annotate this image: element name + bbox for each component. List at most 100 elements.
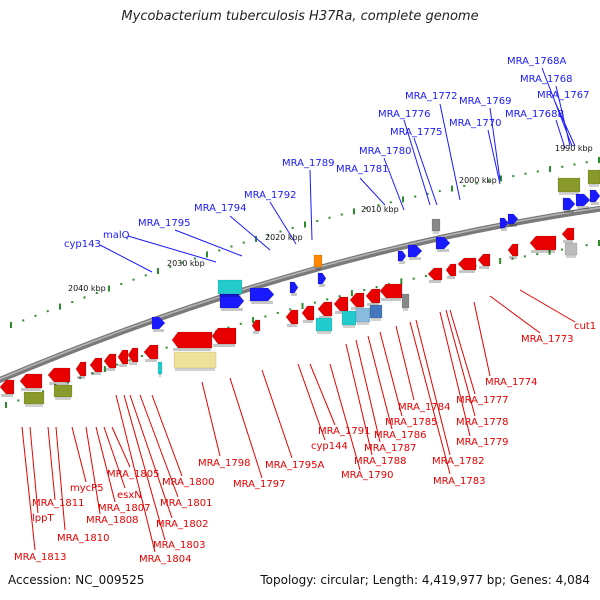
leader-lines xyxy=(21,67,576,553)
gene-label[interactable]: cyp143 xyxy=(64,239,101,250)
gene-label[interactable]: MRA_1795 xyxy=(138,218,190,229)
gene-label[interactable]: MRA_1813 xyxy=(14,552,66,563)
gene-label[interactable]: MRA_1808 xyxy=(86,515,138,526)
gene-label[interactable]: MRA_1785 xyxy=(385,417,437,428)
gene-label[interactable]: MRA_1803 xyxy=(153,540,205,551)
track-tick xyxy=(375,286,378,289)
leader-line xyxy=(139,394,179,498)
gene-label[interactable]: malQ xyxy=(103,230,130,241)
track-tick xyxy=(438,190,441,193)
gene-label[interactable]: MRA_1781 xyxy=(336,164,388,175)
gene-label[interactable]: MRA_1800 xyxy=(162,477,214,488)
leader-line xyxy=(85,426,101,515)
gene-label[interactable]: MRA_1777 xyxy=(456,395,508,406)
gene-label[interactable]: MRA_1795A xyxy=(265,460,324,471)
gene-label[interactable]: MRA_1768B xyxy=(505,109,564,120)
track-tick xyxy=(227,326,230,329)
gene-label[interactable]: MRA_1772 xyxy=(405,91,457,102)
gene-label[interactable]: MRA_1797 xyxy=(233,479,285,490)
feature-block xyxy=(341,310,357,326)
leader-line xyxy=(71,426,87,483)
track-tick xyxy=(414,195,417,198)
gene-feature xyxy=(589,189,600,203)
gene-label[interactable]: MRA_1767 xyxy=(537,90,589,101)
gene-label[interactable]: MRA_1801 xyxy=(160,498,212,509)
gene-label[interactable]: MRA_1769 xyxy=(459,96,511,107)
gene-label[interactable]: MRA_1805 xyxy=(107,469,159,480)
gene-label[interactable]: MRA_1798 xyxy=(198,458,250,469)
leader-line xyxy=(103,426,126,489)
feature-block xyxy=(53,384,73,398)
gene-label[interactable]: MRA_1811 xyxy=(32,498,84,509)
gene-label[interactable]: MRA_1783 xyxy=(433,476,485,487)
track-tick xyxy=(140,355,143,358)
gene-label[interactable]: esxN xyxy=(117,490,142,501)
gene-label[interactable]: mycP5 xyxy=(70,483,104,494)
gene-feature-shadow xyxy=(153,329,164,332)
gene-feature-shadow xyxy=(145,359,157,362)
leader-line xyxy=(355,339,381,443)
leader-line xyxy=(439,103,461,201)
gene-label[interactable]: MRA_1789 xyxy=(282,158,334,169)
gene-label[interactable]: lppT xyxy=(32,513,54,524)
leader-line xyxy=(269,201,297,245)
gene-label[interactable]: MRA_1780 xyxy=(359,146,411,157)
gene-label[interactable]: cut1 xyxy=(574,321,596,332)
track-tick xyxy=(365,207,368,210)
track-tick xyxy=(255,235,257,242)
gene-label[interactable]: MRA_1788 xyxy=(354,456,406,467)
gene-label[interactable]: MRA_1778 xyxy=(456,417,508,428)
track-tick xyxy=(103,366,106,372)
gene-label[interactable]: MRA_1804 xyxy=(139,554,191,565)
gene-feature xyxy=(397,250,407,262)
gene-label[interactable]: MRA_1787 xyxy=(364,443,416,454)
leader-line xyxy=(413,137,438,206)
gene-label[interactable]: MRA_1768 xyxy=(520,74,572,85)
track-tick xyxy=(128,359,131,362)
gene-feature xyxy=(0,379,15,395)
gene-feature xyxy=(317,272,327,285)
genome-backbone-highlight xyxy=(0,206,600,380)
gene-label[interactable]: MRA_1782 xyxy=(432,456,484,467)
gene-feature-shadow xyxy=(303,320,313,323)
gene-label[interactable]: MRA_1786 xyxy=(374,430,426,441)
gene-label[interactable]: MRA_1807 xyxy=(98,503,150,514)
gene-label[interactable]: MRA_1810 xyxy=(57,533,109,544)
gene-label[interactable]: MRA_1776 xyxy=(378,109,430,120)
kbp-marker: 2010 kbp xyxy=(361,205,399,214)
gene-feature-shadow xyxy=(564,210,574,213)
gene-label[interactable]: MRA_1768A xyxy=(507,56,566,67)
track-tick xyxy=(34,314,37,317)
feature-block xyxy=(313,254,323,268)
leader-line xyxy=(383,157,405,211)
gene-label[interactable]: MRA_1770 xyxy=(449,118,501,129)
track-tick xyxy=(340,213,343,216)
gene-feature xyxy=(89,357,103,373)
feature-block-shadow xyxy=(357,322,369,325)
track-tick xyxy=(116,363,119,366)
track-tick xyxy=(108,285,110,292)
gene-label[interactable]: MRA_1791 xyxy=(318,426,370,437)
gene-label[interactable]: MRA_1802 xyxy=(156,519,208,530)
gene-label[interactable]: MRA_1792 xyxy=(244,190,296,201)
gene-label[interactable]: cyp144 xyxy=(311,441,348,452)
track-tick xyxy=(536,170,539,173)
gene-feature xyxy=(435,236,451,250)
gene-label[interactable]: MRA_1794 xyxy=(194,203,246,214)
gene-label[interactable]: MRA_1774 xyxy=(485,377,537,388)
gene-label[interactable]: MRA_1784 xyxy=(398,402,450,413)
gene-label[interactable]: MRA_1790 xyxy=(341,470,393,481)
track-tick xyxy=(304,221,306,228)
gene-feature xyxy=(127,347,139,363)
track-tick xyxy=(289,308,292,311)
feature-block-shadow xyxy=(317,331,331,334)
leader-line xyxy=(55,426,66,531)
track-tick xyxy=(585,244,588,247)
gene-label[interactable]: MRA_1773 xyxy=(521,334,573,345)
feature-block-shadow xyxy=(433,231,439,234)
gene-label[interactable]: MRA_1775 xyxy=(390,127,442,138)
gene-feature-shadow xyxy=(531,250,555,253)
gene-label[interactable]: MRA_1779 xyxy=(456,437,508,448)
track-tick xyxy=(279,230,282,233)
